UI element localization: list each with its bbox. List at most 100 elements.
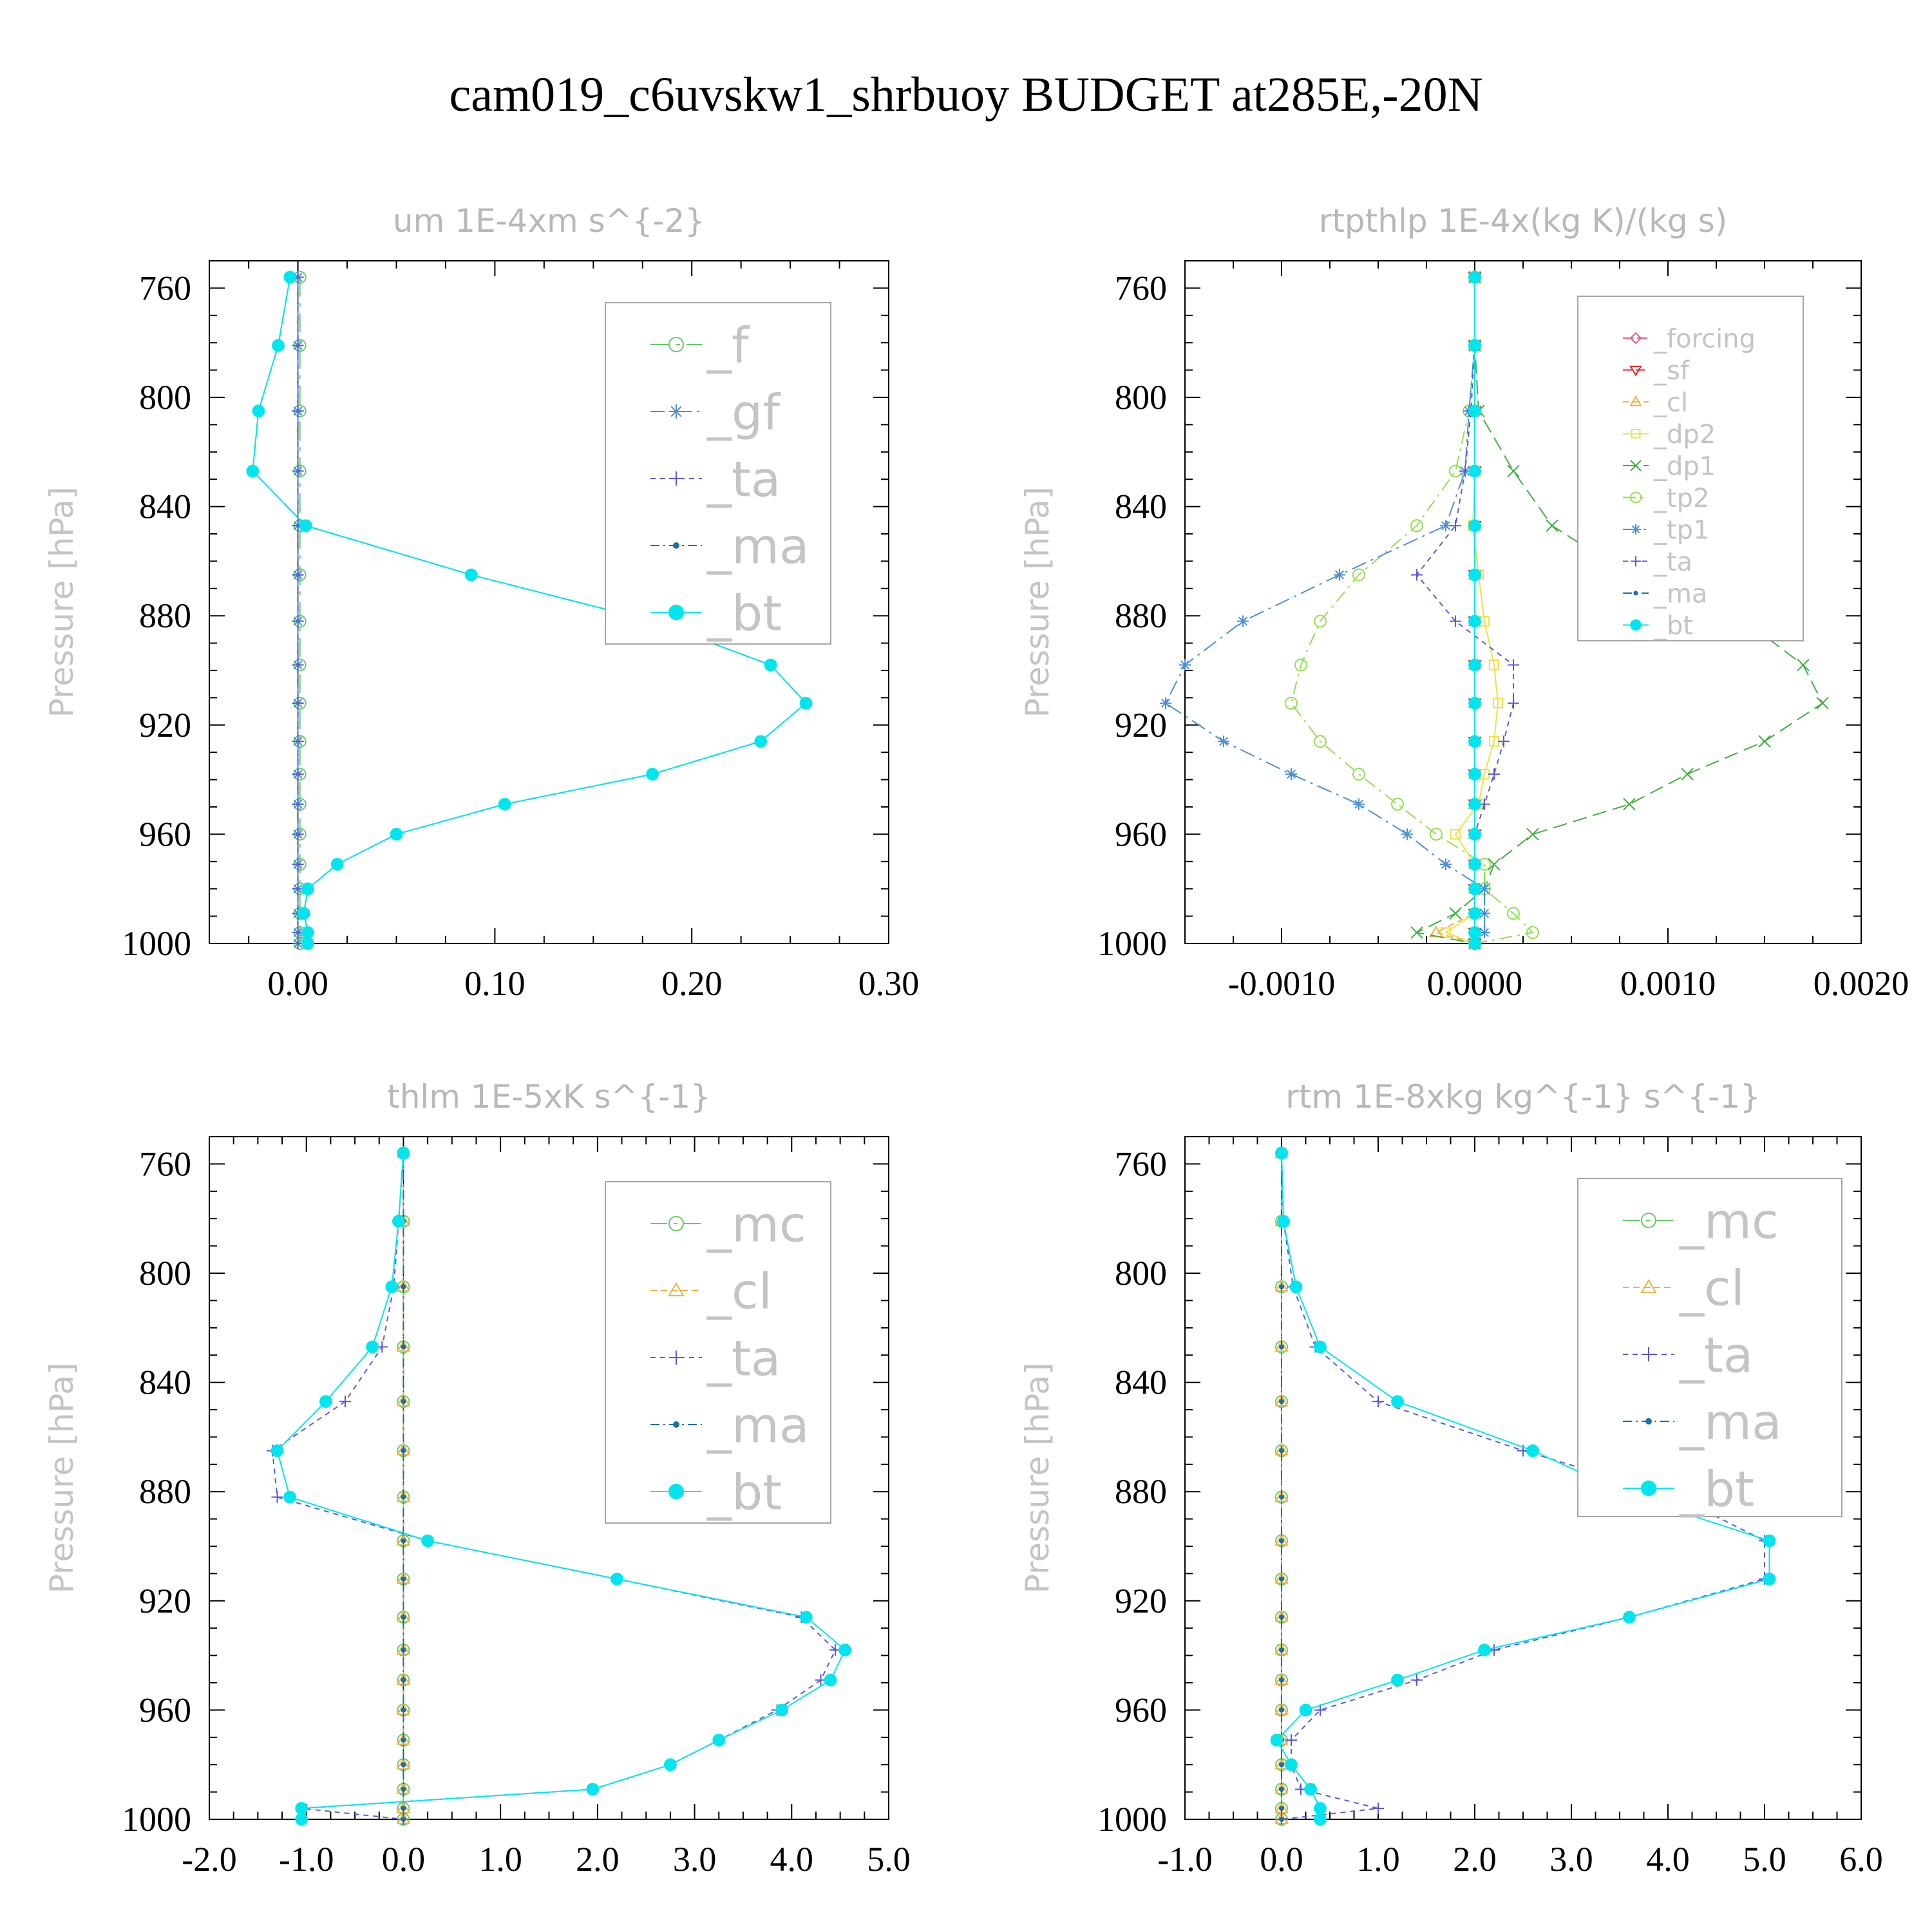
data-point xyxy=(1492,697,1504,709)
legend-marker xyxy=(669,404,683,419)
legend-label: _sf xyxy=(1653,356,1690,386)
y-tick-label: 920 xyxy=(139,706,191,744)
x-tick-label: 1.0 xyxy=(1356,1840,1400,1879)
data-point xyxy=(1468,797,1481,811)
data-point xyxy=(1623,1611,1636,1624)
data-point xyxy=(339,1396,351,1408)
data-point xyxy=(1450,615,1461,627)
data-point xyxy=(1278,1615,1285,1620)
legend-label: _tp1 xyxy=(1653,515,1710,545)
legend-marker xyxy=(1631,556,1641,567)
legend-marker xyxy=(668,337,684,352)
data-point xyxy=(292,659,304,671)
x-tick-label: 0.20 xyxy=(661,964,723,1003)
data-point xyxy=(246,464,260,478)
data-point xyxy=(1314,614,1327,628)
data-point xyxy=(1449,907,1462,920)
data-point xyxy=(1278,1494,1285,1500)
data-point xyxy=(1479,883,1490,895)
legend-label: _bt xyxy=(1653,611,1693,641)
x-tick-label: 2.0 xyxy=(1453,1840,1497,1879)
data-point xyxy=(1478,1643,1491,1657)
data-point xyxy=(401,1805,406,1812)
data-point xyxy=(1468,937,1481,950)
x-tick-label: 6.0 xyxy=(1839,1840,1883,1879)
data-point xyxy=(292,615,304,627)
data-point xyxy=(401,1538,406,1544)
legend-label: _bt xyxy=(1679,1460,1754,1517)
legend-marker xyxy=(1629,395,1642,406)
legend-label: _cl xyxy=(1653,388,1688,417)
legend-box xyxy=(605,302,831,645)
series-bt xyxy=(1468,270,1481,950)
y-tick-label: 840 xyxy=(1115,1363,1167,1402)
data-point xyxy=(1411,1674,1423,1686)
legend: _forcing_sf_cl _dp2_dp1 _tp2_tp1_ta_ma_bt xyxy=(1577,296,1804,641)
x-tick-label: 2.0 xyxy=(576,1840,620,1879)
legend-marker xyxy=(1642,1347,1656,1361)
data-point xyxy=(1372,1803,1384,1815)
data-point xyxy=(799,1611,813,1624)
y-axis-title: Pressure [hPa] xyxy=(1019,487,1056,718)
data-point xyxy=(824,1673,837,1687)
data-point xyxy=(1314,735,1327,748)
data-point xyxy=(1278,1816,1285,1823)
data-point xyxy=(1763,1572,1776,1586)
panel-title: um 1E-4xm s^{-2} xyxy=(393,202,705,240)
data-point xyxy=(1468,828,1481,841)
data-point xyxy=(586,1783,600,1796)
data-point xyxy=(283,270,297,284)
data-point xyxy=(1285,696,1298,710)
data-point xyxy=(1278,1707,1285,1713)
data-point xyxy=(390,828,403,841)
data-point xyxy=(1278,1805,1285,1812)
data-point xyxy=(295,1813,308,1826)
legend-box xyxy=(1577,1178,1842,1517)
data-point xyxy=(1179,659,1191,671)
y-tick-label: 1000 xyxy=(122,924,191,963)
data-point xyxy=(1440,520,1452,532)
data-point xyxy=(292,858,304,871)
panel-thlm: thlm 1E-5xK s^{-1} Pressure [hPa] -2.0 -1.0… xyxy=(43,1078,911,1879)
series-ta xyxy=(1411,271,1519,949)
data-point xyxy=(283,1490,296,1504)
panel-rtm: rtm 1E-8xkg kg^{-1} s^{-1} Pressure [hPa]… xyxy=(1019,1078,1883,1879)
legend-marker xyxy=(1641,1213,1656,1228)
data-point xyxy=(1468,696,1481,710)
legend-label: _gf xyxy=(706,383,781,440)
data-point xyxy=(1816,697,1829,710)
x-tick-label: 5.0 xyxy=(1743,1840,1786,1879)
y-tick-label: 960 xyxy=(1115,815,1167,853)
data-point xyxy=(1488,858,1501,871)
data-point xyxy=(385,1280,399,1294)
x-tick-label: -1.0 xyxy=(279,1840,334,1879)
data-point xyxy=(397,1146,410,1160)
legend-marker xyxy=(668,1216,684,1231)
data-point xyxy=(292,339,304,352)
legend-marker xyxy=(1630,491,1642,504)
x-tick-label: 4.0 xyxy=(770,1840,814,1879)
data-point xyxy=(301,926,314,939)
legend-marker xyxy=(1640,1480,1657,1497)
y-tick-label: 760 xyxy=(139,269,191,307)
data-point xyxy=(1274,1340,1289,1352)
data-point xyxy=(292,405,304,417)
data-point xyxy=(272,339,285,352)
y-tick-label: 920 xyxy=(1115,1582,1167,1620)
data-point xyxy=(1508,697,1519,709)
x-tick-label: -2.0 xyxy=(182,1840,236,1879)
data-point xyxy=(295,1802,308,1815)
data-point xyxy=(401,1816,406,1823)
data-point xyxy=(646,768,659,781)
x-tick-label: 0.0 xyxy=(382,1840,426,1879)
data-point xyxy=(1314,1704,1326,1716)
data-point xyxy=(1410,926,1423,939)
data-point xyxy=(1546,519,1558,532)
data-point xyxy=(1526,1444,1539,1457)
legend-marker xyxy=(1633,591,1638,596)
data-point xyxy=(1160,697,1171,709)
legend-label: _mc xyxy=(1679,1192,1779,1249)
y-tick-label: 760 xyxy=(139,1144,191,1183)
series-bt xyxy=(270,1146,852,1826)
data-point xyxy=(1278,1538,1285,1544)
